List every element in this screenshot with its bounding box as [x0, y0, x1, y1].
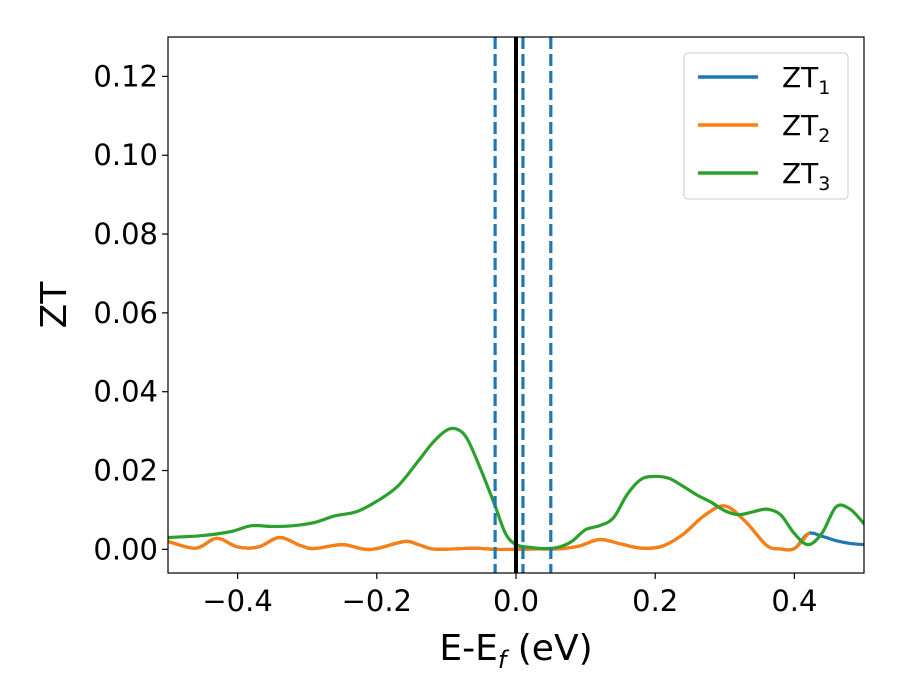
- y-tick-label: 0.08: [93, 217, 158, 251]
- legend-box: [683, 52, 849, 200]
- y-tick-label: 0.10: [93, 138, 158, 172]
- x-tick-label: 0.0: [493, 584, 539, 618]
- y-tick-label: 0.06: [93, 296, 158, 330]
- x-tick-label: 0.4: [771, 584, 817, 618]
- series-line-zt3: [168, 426, 864, 551]
- y-tick-label: 0.02: [93, 454, 158, 488]
- legend-label-zt2: ZT2: [782, 109, 830, 147]
- x-tick-label: −0.4: [202, 584, 272, 618]
- x-tick-label: 0.2: [632, 584, 678, 618]
- legend-label-zt1: ZT1: [782, 61, 830, 99]
- y-axis-label: ZT: [34, 281, 75, 329]
- legend-label-zt3: ZT3: [782, 157, 830, 195]
- x-axis-label: E-Ef (eV): [439, 628, 592, 674]
- x-tick-label: −0.2: [342, 584, 412, 618]
- legend: ZT1 ZT2 ZT3: [683, 52, 849, 200]
- y-tick-label: 0.12: [93, 59, 158, 93]
- y-tick-label: 0.04: [93, 375, 158, 409]
- y-tick-label: 0.00: [93, 532, 158, 566]
